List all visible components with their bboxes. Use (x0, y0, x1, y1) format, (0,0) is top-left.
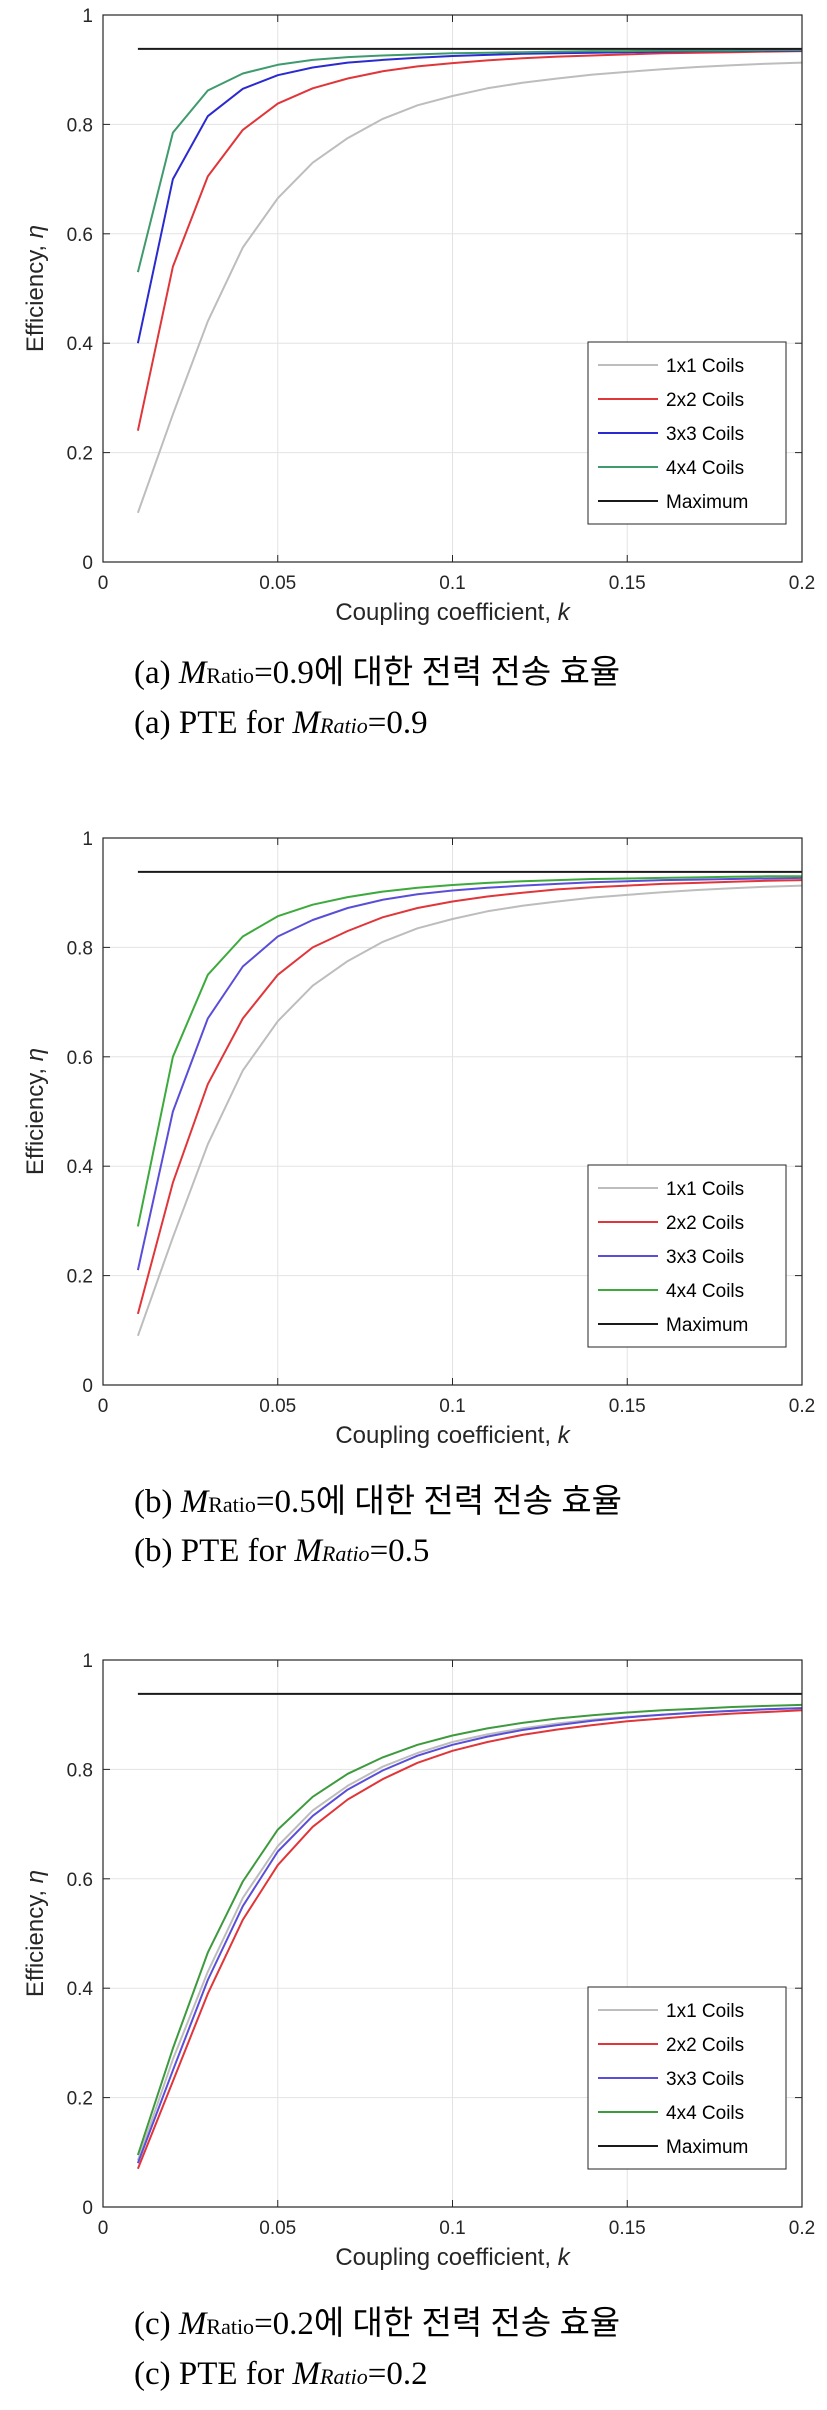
caption-b-korean: (b) MRatio=0.5에 대한 전력 전송 효율 (134, 1484, 623, 1520)
caption-a-english: (a) PTE for MRatio=0.9 (134, 705, 428, 741)
y-tick-label: 0.2 (67, 2089, 93, 2110)
series-line-4x4-coils (136, 1703, 803, 2156)
y-tick-label: 0.2 (67, 1267, 93, 1288)
x-tick-label: 0.05 (259, 2218, 296, 2239)
x-tick-label: 0.2 (789, 573, 815, 594)
y-tick-label: 0.8 (67, 938, 93, 959)
y-tick-label: 0.6 (67, 1048, 93, 1069)
y-tick-label: 1 (82, 6, 93, 27)
x-tick-label: 0.1 (439, 2218, 465, 2239)
x-tick-label: 0 (98, 2218, 109, 2239)
legend-label: Maximum (666, 1315, 748, 1336)
y-tick-label: 1 (82, 829, 93, 850)
y-tick-label: 0.6 (67, 225, 93, 246)
x-tick-label: 0.2 (789, 1396, 815, 1417)
y-tick-label: 0.4 (67, 1157, 94, 1178)
x-tick-label: 0.1 (439, 573, 465, 594)
x-tick-label: 0.1 (439, 1396, 465, 1417)
x-tick-label: 0.15 (609, 1396, 646, 1417)
x-tick-label: 0.05 (259, 573, 296, 594)
series-line-4x4-coils (136, 875, 802, 1227)
legend-label: 4x4 Coils (666, 1281, 744, 1302)
y-tick-label: 1 (82, 1651, 93, 1672)
legend-label: 3x3 Coils (666, 424, 744, 445)
chart-a: 0 0.05 0.1 0.15 0.2 0 0.2 0.4 0.6 0.8 1 Coupling co… (22, 6, 815, 626)
series-line-2x2-coils (136, 50, 803, 431)
caption-c-english: (c) PTE for MRatio=0.2 (134, 2356, 428, 2392)
series-line-3x3-coils (136, 876, 803, 1271)
legend-label: 1x1 Coils (666, 2001, 744, 2022)
y-tick-label: 0 (82, 2198, 93, 2219)
x-tick-label: 0.2 (789, 2218, 815, 2239)
legend-label: 2x2 Coils (666, 2035, 744, 2056)
legend-label: 1x1 Coils (666, 1179, 744, 1200)
x-tick-label: 0 (98, 573, 109, 594)
y-tick-label: 0.6 (67, 1870, 93, 1891)
series-line-1x1-coils (136, 61, 803, 514)
x-tick-label: 0.05 (259, 1396, 296, 1417)
series-line-4x4-coils (136, 49, 802, 273)
y-tick-label: 0.8 (67, 115, 93, 136)
y-tick-label: 0 (82, 553, 93, 574)
x-axis-label: Coupling coefficient, k (335, 1422, 571, 1449)
x-axis-label: Coupling coefficient, k (335, 2244, 571, 2271)
x-axis-label: Coupling coefficient, k (335, 599, 571, 626)
y-tick-label: 0.2 (67, 444, 93, 465)
series-line-2x2-coils (136, 1709, 803, 2170)
caption-a-korean: (a) MRatio=0.9에 대한 전력 전송 효율 (134, 655, 621, 691)
series-line-2x2-coils (136, 879, 803, 1315)
legend-label: 4x4 Coils (666, 2103, 744, 2124)
legend-label: 3x3 Coils (666, 2069, 744, 2090)
chart-b: 0 0.05 0.1 0.15 0.2 0 0.2 0.4 0.6 0.8 1 Coupling co… (22, 829, 815, 1449)
legend-label: 4x4 Coils (666, 458, 744, 479)
y-tick-label: 0 (82, 1376, 93, 1397)
y-axis-label: Efficiency, η (22, 225, 49, 352)
legend-label: 2x2 Coils (666, 390, 744, 411)
legend-label: 3x3 Coils (666, 1247, 744, 1268)
y-tick-label: 0.8 (67, 1760, 93, 1781)
y-tick-label: 0.4 (67, 1979, 94, 2000)
legend-label: 1x1 Coils (666, 356, 744, 377)
caption-b-english: (b) PTE for MRatio=0.5 (134, 1533, 430, 1569)
x-tick-label: 0.15 (609, 2218, 646, 2239)
legend-label: 2x2 Coils (666, 1213, 744, 1234)
x-tick-label: 0.15 (609, 573, 646, 594)
y-axis-label: Efficiency, η (22, 1048, 49, 1175)
legend-label: Maximum (666, 492, 748, 513)
series-line-3x3-coils (136, 1707, 803, 2164)
series-line-1x1-coils (136, 884, 803, 1337)
legend-label: Maximum (666, 2137, 748, 2158)
chart-c: 0 0.05 0.1 0.15 0.2 0 0.2 0.4 0.6 0.8 1 Coupling co… (22, 1651, 815, 2271)
y-axis-label: Efficiency, η (22, 1870, 49, 1997)
x-tick-label: 0 (98, 1396, 109, 1417)
caption-c-korean: (c) MRatio=0.2에 대한 전력 전송 효율 (134, 2306, 621, 2342)
y-tick-label: 0.4 (67, 334, 94, 355)
